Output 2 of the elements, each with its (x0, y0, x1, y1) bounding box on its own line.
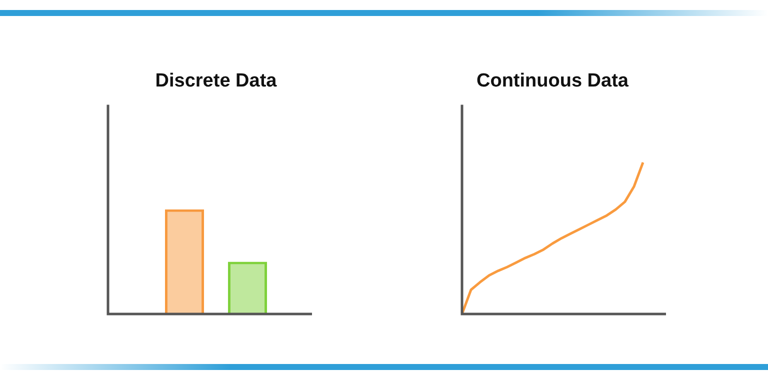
chart-title: Continuous Data (476, 70, 629, 92)
chart-title: Discrete Data (155, 70, 278, 92)
